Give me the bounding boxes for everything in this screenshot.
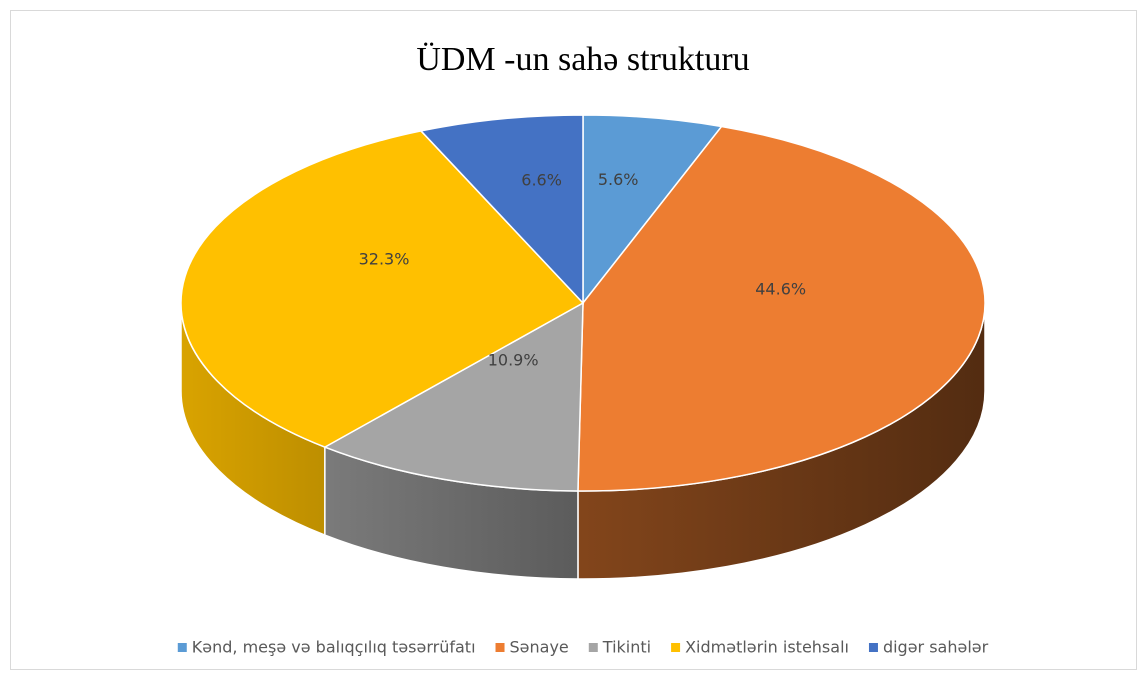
pie-slice — [180, 130, 585, 448]
legend-swatch — [495, 643, 505, 652]
pie-slice — [323, 301, 584, 492]
pie-slice — [577, 125, 986, 492]
pie-slice — [582, 114, 723, 306]
data-label: 6.6% — [521, 171, 562, 190]
legend-swatch — [588, 643, 598, 652]
legend-swatch — [671, 643, 681, 652]
legend-swatch — [177, 643, 187, 652]
legend-swatch — [868, 643, 878, 652]
data-label: 10.9% — [488, 351, 539, 370]
legend-label: Tikinti — [602, 638, 651, 657]
legend-label: Sənaye — [510, 638, 569, 657]
chart-title: ÜDM -un sahə strukturu — [416, 41, 749, 78]
legend-label: Xidmətlərin istehsalı — [685, 638, 849, 657]
legend-label: Kənd, meşə və balıqçılıq təsərrüfatı — [192, 638, 476, 657]
data-label: 32.3% — [359, 249, 410, 268]
legend-label: digər sahələr — [883, 638, 989, 657]
data-label: 44.6% — [755, 280, 806, 299]
data-label: 5.6% — [598, 170, 639, 189]
pie-slice — [419, 114, 584, 305]
